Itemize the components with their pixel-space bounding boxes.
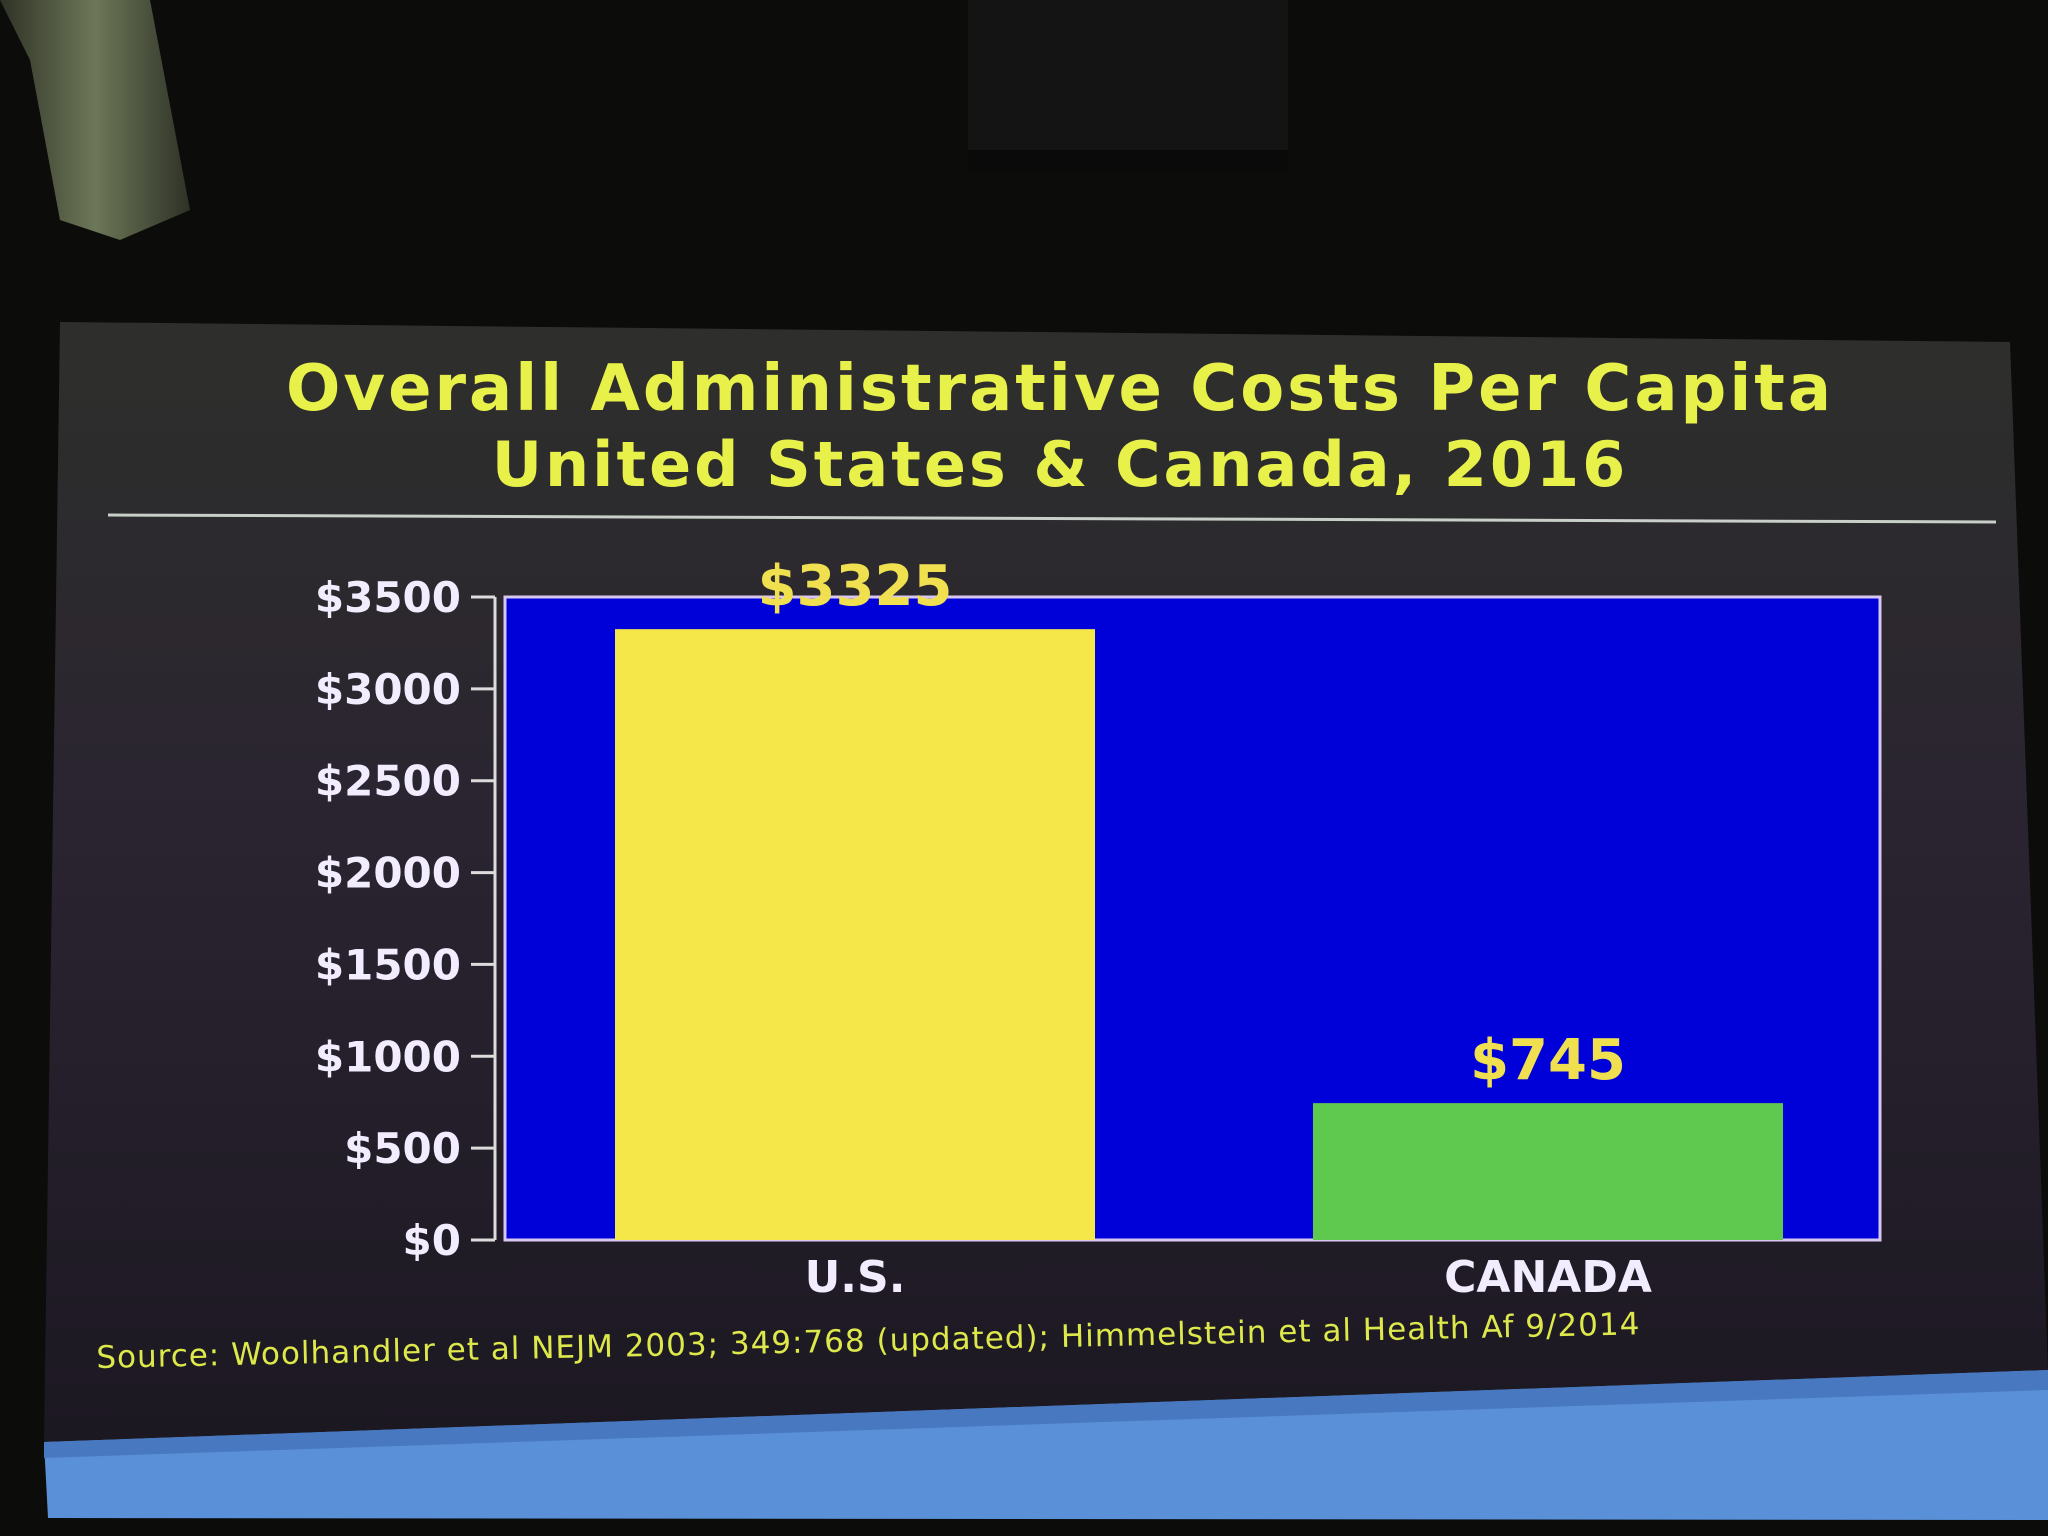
ceiling-pipe: [0, 0, 190, 240]
y-tick-label: $1500: [315, 940, 461, 989]
y-axis-ticks: $0 $500 $1000 $1500 $2000 $2500 $3000 $3500: [315, 573, 495, 1265]
slide-title-line-1: Overall Administrative Costs Per Capita: [285, 352, 1835, 426]
bar-canada: [1313, 1103, 1783, 1240]
y-tick-label: $0: [403, 1216, 461, 1265]
y-tick-label: $2500: [315, 757, 461, 806]
projector-mount: [968, 0, 1288, 170]
projector-mount-shadow: [968, 150, 1288, 172]
x-category-label: CANADA: [1444, 1252, 1652, 1303]
slide-bottom-band-shade: [44, 1370, 2048, 1458]
y-tick-label: $3500: [315, 573, 461, 622]
slide-title-line-2: United States & Canada, 2016: [491, 428, 1629, 501]
data-label: $745: [1470, 1028, 1626, 1093]
slide-bottom-band: [44, 1370, 2048, 1520]
data-label: $3325: [758, 554, 953, 619]
labels: $3325 U.S. $745 CANADA: [758, 554, 1652, 1303]
bar-us: [615, 629, 1095, 1240]
x-category-label: U.S.: [805, 1252, 906, 1303]
y-tick-label: $2000: [315, 849, 461, 898]
y-tick-label: $500: [344, 1124, 461, 1173]
y-tick-label: $1000: [315, 1032, 461, 1081]
y-tick-label: $3000: [315, 665, 461, 714]
bars: [615, 629, 1783, 1240]
title-divider: [107, 513, 1997, 524]
